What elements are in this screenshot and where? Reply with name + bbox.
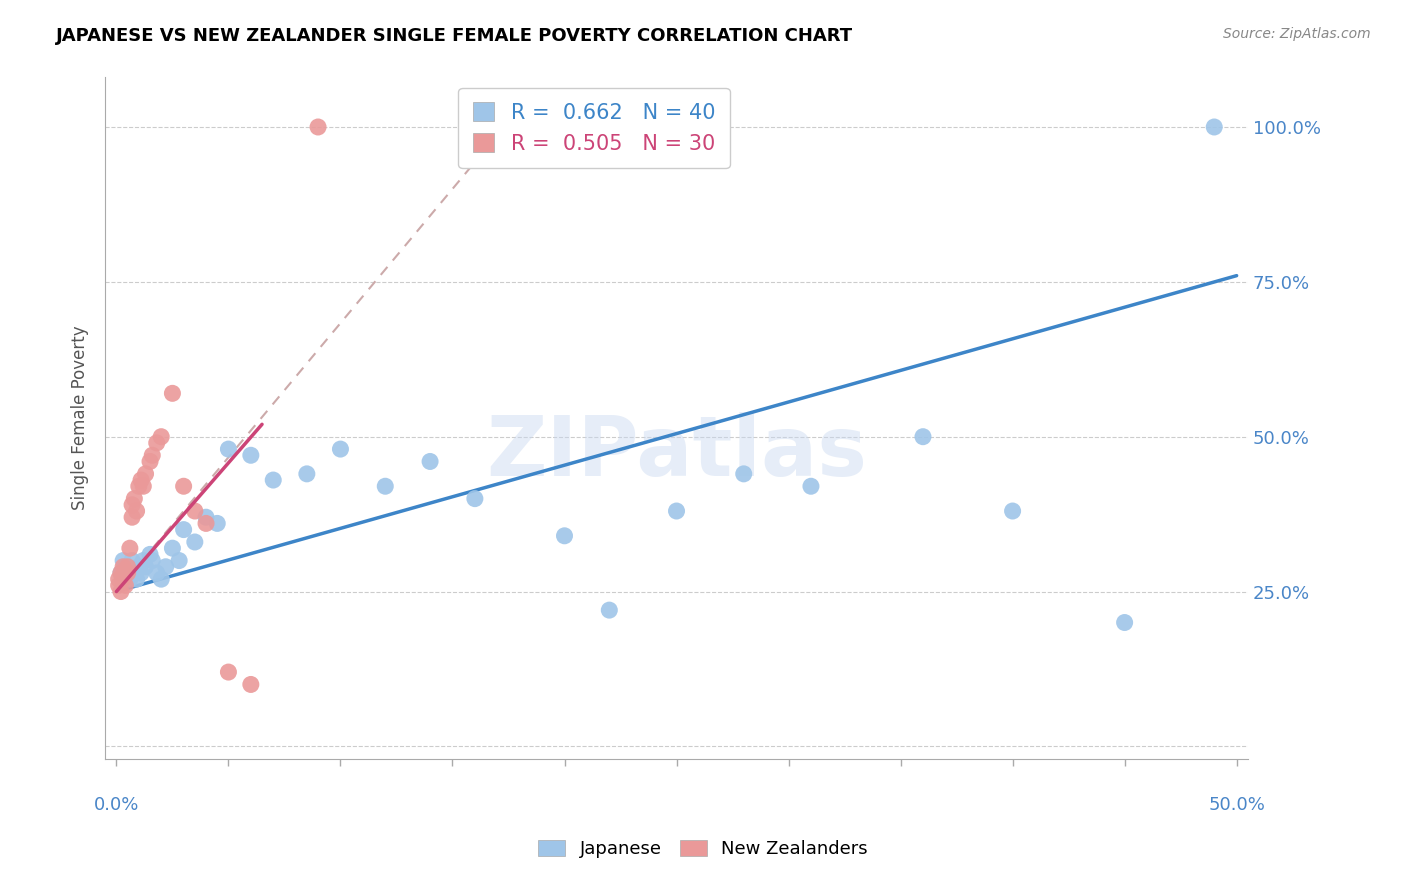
Point bbox=[118, 541, 141, 556]
Point bbox=[184, 504, 207, 518]
Text: 0.0%: 0.0% bbox=[94, 797, 139, 814]
Point bbox=[132, 479, 155, 493]
Point bbox=[121, 553, 143, 567]
Point bbox=[129, 473, 152, 487]
Point bbox=[125, 504, 148, 518]
Point bbox=[145, 566, 167, 580]
Point bbox=[121, 510, 143, 524]
Legend: R =  0.662   N = 40, R =  0.505   N = 30: R = 0.662 N = 40, R = 0.505 N = 30 bbox=[458, 87, 730, 169]
Point bbox=[124, 566, 146, 580]
Point bbox=[553, 529, 575, 543]
Point bbox=[117, 566, 139, 580]
Point bbox=[239, 448, 262, 462]
Point bbox=[239, 677, 262, 691]
Point bbox=[112, 553, 135, 567]
Point bbox=[128, 479, 150, 493]
Point bbox=[139, 454, 162, 468]
Point bbox=[132, 553, 155, 567]
Point bbox=[665, 504, 688, 518]
Point bbox=[167, 553, 190, 567]
Point bbox=[124, 491, 146, 506]
Point bbox=[117, 566, 139, 580]
Point bbox=[117, 559, 139, 574]
Point bbox=[464, 491, 486, 506]
Y-axis label: Single Female Poverty: Single Female Poverty bbox=[72, 326, 89, 510]
Point bbox=[419, 454, 441, 468]
Point bbox=[184, 535, 207, 549]
Point bbox=[112, 572, 135, 586]
Text: ZIPatlas: ZIPatlas bbox=[486, 412, 868, 492]
Point bbox=[110, 584, 132, 599]
Point bbox=[129, 566, 152, 580]
Text: JAPANESE VS NEW ZEALANDER SINGLE FEMALE POVERTY CORRELATION CHART: JAPANESE VS NEW ZEALANDER SINGLE FEMALE … bbox=[56, 27, 853, 45]
Point bbox=[114, 566, 136, 580]
Point bbox=[110, 566, 132, 580]
Point bbox=[173, 479, 195, 493]
Point bbox=[135, 559, 157, 574]
Text: Source: ZipAtlas.com: Source: ZipAtlas.com bbox=[1223, 27, 1371, 41]
Point bbox=[141, 553, 163, 567]
Point bbox=[329, 442, 352, 456]
Point bbox=[262, 473, 284, 487]
Point bbox=[217, 442, 239, 456]
Point bbox=[155, 559, 177, 574]
Point bbox=[145, 436, 167, 450]
Point bbox=[150, 430, 173, 444]
Point bbox=[162, 541, 184, 556]
Text: 50.0%: 50.0% bbox=[1208, 797, 1265, 814]
Point bbox=[207, 516, 229, 531]
Point bbox=[800, 479, 823, 493]
Point bbox=[125, 572, 148, 586]
Point bbox=[128, 559, 150, 574]
Point bbox=[110, 566, 132, 580]
Point bbox=[141, 448, 163, 462]
Point bbox=[118, 572, 141, 586]
Point bbox=[307, 120, 329, 134]
Point bbox=[114, 578, 136, 592]
Point bbox=[217, 665, 239, 679]
Point bbox=[598, 603, 620, 617]
Point bbox=[1204, 120, 1226, 134]
Point bbox=[107, 578, 129, 592]
Point bbox=[374, 479, 396, 493]
Point bbox=[911, 430, 934, 444]
Point bbox=[733, 467, 755, 481]
Point bbox=[135, 467, 157, 481]
Point bbox=[195, 510, 218, 524]
Point bbox=[162, 386, 184, 401]
Point bbox=[1114, 615, 1136, 630]
Point bbox=[121, 498, 143, 512]
Point bbox=[150, 572, 173, 586]
Point bbox=[173, 523, 195, 537]
Point bbox=[107, 572, 129, 586]
Point bbox=[112, 559, 135, 574]
Point bbox=[1001, 504, 1024, 518]
Legend: Japanese, New Zealanders: Japanese, New Zealanders bbox=[531, 832, 875, 865]
Point bbox=[114, 559, 136, 574]
Point bbox=[139, 548, 162, 562]
Point bbox=[195, 516, 218, 531]
Point bbox=[295, 467, 318, 481]
